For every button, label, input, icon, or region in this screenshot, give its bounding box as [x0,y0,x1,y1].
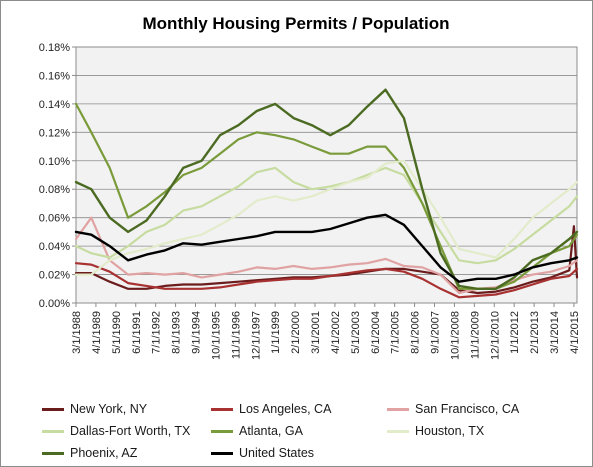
y-tick-label: 0.04% [39,241,70,253]
y-tick-label: 0.12% [39,127,70,139]
x-tick-label: 11/1/1996 [230,311,242,359]
x-tick-label: 6/1/2004 [370,311,382,354]
chart-title: Monthly Housing Permits / Population [143,14,450,33]
x-tick-label: 3/1/2014 [549,311,561,354]
x-tick-label: 8/1/1993 [171,311,183,354]
y-tick-label: 0.10% [39,156,70,168]
x-tick-label: 3/1/2001 [310,311,322,354]
x-tick-label: 9/1/1994 [191,311,203,354]
x-tick-label: 7/1/1992 [151,311,163,354]
series-line-united-states [74,213,579,283]
x-tick-label: 5/1/2003 [350,311,362,354]
y-tick-label: 0.02% [39,270,70,282]
x-tick-label: 4/1/1989 [91,311,103,354]
plot-area [75,46,578,304]
x-tick-label: 2/1/2013 [529,311,541,354]
x-tick-label: 9/1/2007 [430,311,442,354]
x-tick-label: 12/1/2010 [489,311,501,360]
x-tick-label: 3/1/1988 [71,311,83,354]
x-tick-label: 8/1/2006 [410,311,422,354]
y-tick-label: 0.18% [39,42,70,54]
x-tick-label: 4/1/2015 [569,311,581,354]
x-tick-label: 4/1/2002 [330,311,342,354]
y-tick-label: 0.14% [39,99,70,111]
x-tick-label: 1/1/1999 [270,311,282,354]
y-tick-label: 0.06% [39,213,70,225]
series-line-atlanta-ga [74,102,579,290]
y-tick-label: 0.16% [39,70,70,82]
x-tick-label: 7/1/2005 [390,311,402,354]
x-tick-label: 6/1/1991 [131,311,143,354]
x-tick-label: 5/1/1990 [111,311,123,354]
x-tick-label: 10/1/2008 [449,311,461,360]
x-tick-label: 10/1/1995 [210,311,222,360]
y-tick-label: 0.08% [39,184,70,196]
series-line-los-angeles-ca [74,262,579,299]
y-tick-label: 0.00% [39,298,70,310]
x-tick-label: 12/1/1997 [250,311,262,360]
x-tick-label: 2/1/2000 [290,311,302,354]
series-line-houston-tx [74,159,579,276]
x-tick-label: 1/1/2012 [509,311,521,354]
x-tick-label: 11/1/2009 [469,311,481,359]
series-line-dallas-fort-worth-tx [74,166,579,265]
series-line-phoenix-az [74,88,579,290]
